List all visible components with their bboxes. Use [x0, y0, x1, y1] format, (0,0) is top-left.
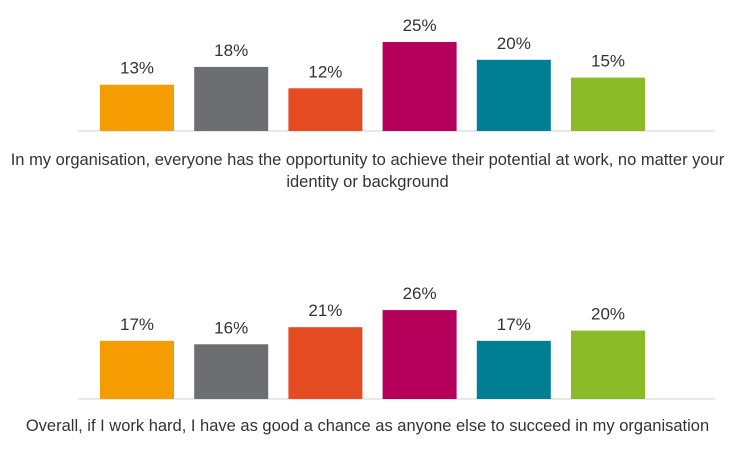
data-label: 26%	[403, 284, 437, 303]
data-label: 25%	[403, 16, 437, 35]
bar	[194, 66, 269, 131]
bar	[476, 340, 551, 399]
data-label: 20%	[591, 305, 625, 324]
bar	[476, 59, 551, 131]
data-label: 17%	[497, 315, 531, 334]
caption: Overall, if I work hard, I have as good …	[25, 417, 710, 435]
data-label: 13%	[120, 59, 154, 78]
caption: In my organisation, everyone has the opp…	[10, 151, 725, 191]
data-label: 21%	[308, 301, 342, 320]
data-label: 18%	[214, 41, 248, 60]
bar	[382, 310, 457, 399]
bar	[571, 330, 645, 399]
data-label: 20%	[497, 34, 531, 53]
data-label: 16%	[214, 318, 248, 337]
bar	[288, 327, 363, 399]
data-label: 12%	[308, 62, 342, 81]
bar	[100, 84, 174, 131]
bar	[100, 340, 174, 399]
bar	[571, 77, 645, 131]
bar	[194, 344, 269, 399]
bar	[382, 42, 457, 131]
bar	[288, 88, 363, 131]
data-label: 15%	[591, 52, 625, 71]
data-label: 17%	[120, 315, 154, 334]
